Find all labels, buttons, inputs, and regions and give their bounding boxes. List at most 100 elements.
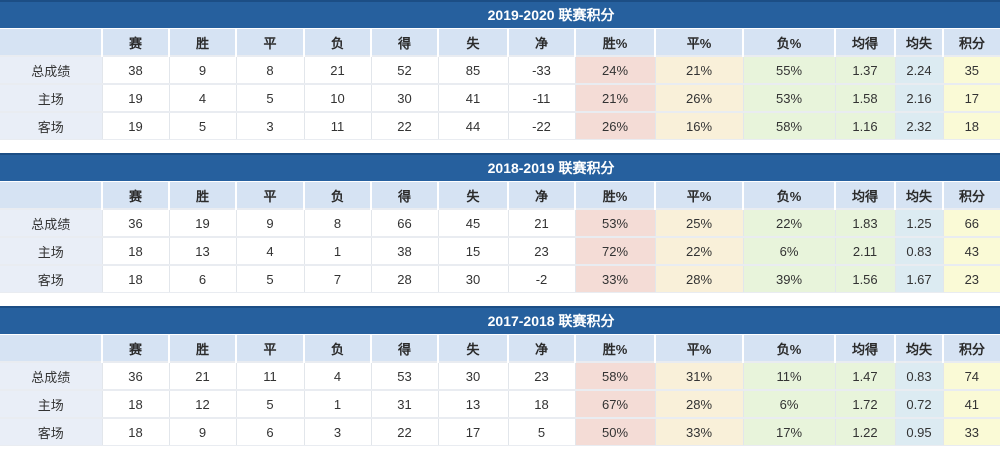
cell-matches: 36 (101, 361, 169, 390)
column-header-avg-conceded: 均失 (894, 334, 943, 362)
column-header-avg-scored: 均得 (834, 28, 895, 56)
cell-goals-against: 85 (437, 55, 508, 84)
column-header-draws: 平 (235, 334, 304, 362)
cell-losses: 1 (303, 389, 371, 418)
cell-avg-scored: 1.16 (834, 111, 895, 140)
cell-wins: 4 (168, 83, 236, 112)
cell-goal-diff: -2 (507, 264, 575, 293)
cell-draw-pct: 28% (654, 389, 743, 418)
row-label: 客场 (0, 417, 102, 446)
cell-draw-pct: 22% (654, 236, 743, 265)
column-header-blank (0, 181, 102, 209)
table-title-bar: 2019-2020 联赛积分 (0, 0, 1000, 29)
cell-goals-against: 13 (437, 389, 508, 418)
column-header-losses: 负 (303, 181, 371, 209)
cell-draw-pct: 25% (654, 208, 743, 237)
cell-matches: 19 (101, 83, 169, 112)
column-header-wins: 胜 (168, 28, 236, 56)
cell-goals-against: 15 (437, 236, 508, 265)
season-table-2017-2018: 2017-2018 联赛积分 赛 胜 平 负 得 失 净 胜% 平% 负% 均得… (0, 306, 1000, 446)
title-spacer (0, 0, 102, 29)
cell-avg-conceded: 0.83 (894, 236, 943, 265)
column-header-matches: 赛 (101, 181, 169, 209)
cell-losses: 7 (303, 264, 371, 293)
cell-points: 17 (942, 83, 1000, 112)
column-header-win-pct: 胜% (574, 334, 655, 362)
column-header-loss-pct: 负% (742, 334, 835, 362)
cell-loss-pct: 53% (742, 83, 835, 112)
column-header-goals-for: 得 (370, 28, 438, 56)
cell-losses: 8 (303, 208, 371, 237)
cell-loss-pct: 17% (742, 417, 835, 446)
cell-points: 74 (942, 361, 1000, 390)
cell-draw-pct: 33% (654, 417, 743, 446)
cell-avg-scored: 1.47 (834, 361, 895, 390)
cell-wins: 21 (168, 361, 236, 390)
cell-avg-scored: 2.11 (834, 236, 895, 265)
cell-avg-conceded: 0.83 (894, 361, 943, 390)
row-label: 总成绩 (0, 361, 102, 390)
row-label: 总成绩 (0, 55, 102, 84)
cell-matches: 18 (101, 264, 169, 293)
table-row-home: 主场 18 13 4 1 38 15 23 72% 22% 6% 2.11 0.… (0, 236, 1000, 265)
cell-draws: 8 (235, 55, 304, 84)
cell-draw-pct: 16% (654, 111, 743, 140)
title-spacer (0, 153, 102, 182)
cell-avg-conceded: 2.16 (894, 83, 943, 112)
cell-goals-against: 44 (437, 111, 508, 140)
cell-loss-pct: 6% (742, 236, 835, 265)
column-header-goals-against: 失 (437, 28, 508, 56)
cell-goals-for: 38 (370, 236, 438, 265)
season-table-2018-2019: 2018-2019 联赛积分 赛 胜 平 负 得 失 净 胜% 平% 负% 均得… (0, 153, 1000, 293)
column-header-goal-diff: 净 (507, 181, 575, 209)
column-header-row: 赛 胜 平 负 得 失 净 胜% 平% 负% 均得 均失 积分 (0, 181, 1000, 209)
cell-matches: 18 (101, 236, 169, 265)
column-header-draw-pct: 平% (654, 334, 743, 362)
cell-loss-pct: 55% (742, 55, 835, 84)
cell-wins: 19 (168, 208, 236, 237)
cell-points: 66 (942, 208, 1000, 237)
column-header-goal-diff: 净 (507, 28, 575, 56)
cell-points: 41 (942, 389, 1000, 418)
cell-wins: 9 (168, 55, 236, 84)
row-label: 主场 (0, 83, 102, 112)
cell-draws: 9 (235, 208, 304, 237)
cell-losses: 21 (303, 55, 371, 84)
cell-win-pct: 58% (574, 361, 655, 390)
table-row-total: 总成绩 38 9 8 21 52 85 -33 24% 21% 55% 1.37… (0, 55, 1000, 84)
cell-avg-scored: 1.83 (834, 208, 895, 237)
cell-goal-diff: 23 (507, 236, 575, 265)
cell-loss-pct: 6% (742, 389, 835, 418)
cell-goals-for: 53 (370, 361, 438, 390)
cell-goals-against: 41 (437, 83, 508, 112)
row-label: 客场 (0, 111, 102, 140)
column-header-goal-diff: 净 (507, 334, 575, 362)
cell-draws: 6 (235, 417, 304, 446)
row-label: 主场 (0, 389, 102, 418)
cell-wins: 5 (168, 111, 236, 140)
cell-avg-conceded: 0.95 (894, 417, 943, 446)
column-header-avg-scored: 均得 (834, 181, 895, 209)
cell-avg-scored: 1.58 (834, 83, 895, 112)
column-header-row: 赛 胜 平 负 得 失 净 胜% 平% 负% 均得 均失 积分 (0, 28, 1000, 56)
cell-goals-for: 30 (370, 83, 438, 112)
column-header-avg-conceded: 均失 (894, 28, 943, 56)
cell-goals-against: 30 (437, 361, 508, 390)
cell-draws: 4 (235, 236, 304, 265)
table-title: 2017-2018 联赛积分 (102, 306, 1000, 335)
cell-goals-for: 28 (370, 264, 438, 293)
column-header-goals-against: 失 (437, 181, 508, 209)
cell-goal-diff: 5 (507, 417, 575, 446)
cell-points: 43 (942, 236, 1000, 265)
column-header-draw-pct: 平% (654, 181, 743, 209)
column-header-wins: 胜 (168, 334, 236, 362)
cell-losses: 3 (303, 417, 371, 446)
cell-win-pct: 26% (574, 111, 655, 140)
column-header-goals-against: 失 (437, 334, 508, 362)
table-title-bar: 2018-2019 联赛积分 (0, 153, 1000, 182)
cell-win-pct: 50% (574, 417, 655, 446)
cell-wins: 6 (168, 264, 236, 293)
table-row-away: 客场 18 9 6 3 22 17 5 50% 33% 17% 1.22 0.9… (0, 417, 1000, 446)
cell-avg-conceded: 2.32 (894, 111, 943, 140)
